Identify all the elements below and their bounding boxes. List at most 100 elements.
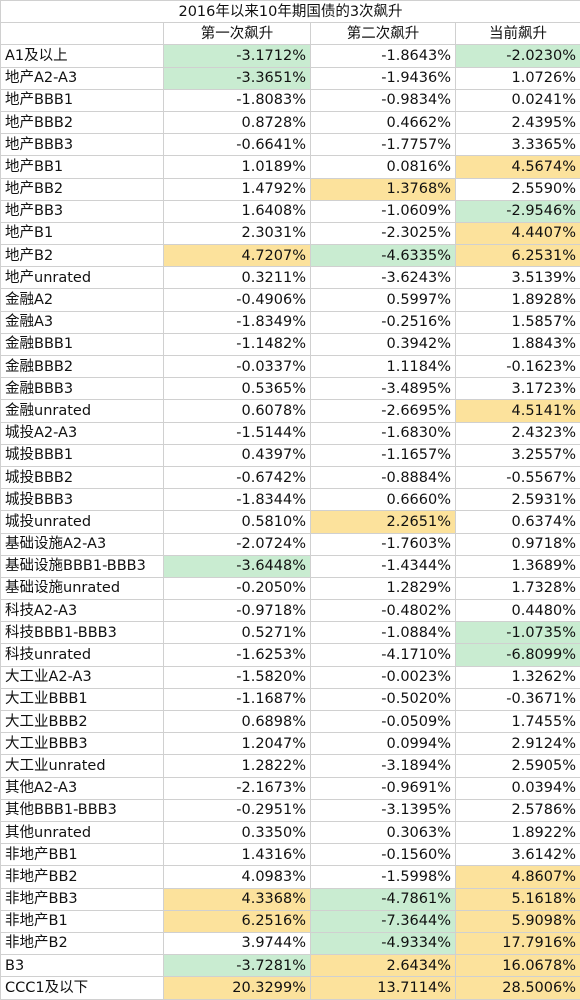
- value-cell: 4.5141%: [454, 399, 580, 423]
- value-cell: 2.5786%: [454, 798, 580, 822]
- value-cell: -2.1673%: [163, 776, 311, 800]
- table-row: 地产BBB3 -0.6641% -1.7757% 3.3365%: [0, 133, 580, 157]
- row-label: 非地产B1: [0, 909, 164, 933]
- table-row: 大工业unrated 1.2822% -3.1894% 2.5905%: [0, 754, 580, 778]
- value-cell: 0.5271%: [163, 621, 311, 645]
- table-row: 金融BBB3 0.5365% -3.4895% 3.1723%: [0, 377, 580, 401]
- value-cell: 0.3211%: [163, 266, 311, 290]
- value-cell: 0.8728%: [163, 110, 311, 135]
- value-cell: -0.4802%: [310, 599, 456, 623]
- row-label: 大工业A2-A3: [0, 665, 164, 689]
- row-label: 城投unrated: [0, 510, 164, 534]
- row-label: 其他BBB1-BBB3: [0, 798, 164, 822]
- value-cell: 0.4662%: [310, 110, 456, 135]
- table-row: 其他unrated 0.3350% 0.3063% 1.8922%: [0, 820, 580, 845]
- value-cell: 1.0726%: [454, 66, 580, 90]
- value-cell: 0.0241%: [454, 88, 580, 112]
- table-row: 非地产BB2 4.0983% -1.5998% 4.8607%: [0, 865, 580, 889]
- value-cell: 0.3942%: [310, 332, 456, 357]
- value-cell: -0.2516%: [310, 310, 456, 334]
- value-cell: 0.6374%: [454, 510, 580, 534]
- table-row: 地产BBB1 -1.8083% -0.9834% 0.0241%: [0, 88, 580, 112]
- value-cell: 2.4395%: [454, 110, 580, 135]
- value-cell: 1.1184%: [310, 354, 456, 379]
- row-label: CCC1及以下: [0, 976, 164, 1000]
- value-cell: 3.1723%: [454, 377, 580, 401]
- value-cell: 3.6142%: [454, 843, 580, 867]
- table-row: 地产BB1 1.0189% 0.0816% 4.5674%: [0, 155, 580, 179]
- value-cell: 4.0983%: [163, 865, 311, 889]
- table-row: 非地产B1 6.2516% -7.3644% 5.9098%: [0, 909, 580, 933]
- value-cell: 0.6078%: [163, 399, 311, 423]
- table-title: 2016年以来10年期国债的3次飙升: [0, 0, 580, 24]
- row-label: 非地产BB2: [0, 865, 164, 889]
- table-row: 科技A2-A3 -0.9718% -0.4802% 0.4480%: [0, 599, 580, 623]
- table-row: 城投unrated 0.5810% 2.2651% 0.6374%: [0, 510, 580, 534]
- value-cell: -0.2050%: [163, 576, 311, 601]
- row-label: 城投BBB1: [0, 443, 164, 467]
- row-label: 其他unrated: [0, 820, 164, 845]
- value-cell: 5.9098%: [454, 909, 580, 933]
- value-cell: 0.0816%: [310, 155, 456, 179]
- table-row: 科技unrated -1.6253% -4.1710% -6.8099%: [0, 643, 580, 667]
- row-label: B3: [0, 954, 164, 978]
- value-cell: -3.1712%: [163, 44, 311, 68]
- value-cell: -0.9834%: [310, 88, 456, 112]
- column-header: 第一次飙升: [163, 22, 311, 46]
- value-cell: 1.7328%: [454, 576, 580, 601]
- row-label: 大工业BBB3: [0, 732, 164, 756]
- value-cell: -4.9334%: [310, 931, 456, 956]
- value-cell: 1.4316%: [163, 843, 311, 867]
- value-cell: -0.5020%: [310, 687, 456, 712]
- table-row: 非地产BB3 4.3368% -4.7861% 5.1618%: [0, 887, 580, 911]
- table-row: 地产BBB2 0.8728% 0.4662% 2.4395%: [0, 110, 580, 135]
- row-label: 金融A3: [0, 310, 164, 334]
- table-row: 地产BB3 1.6408% -1.0609% -2.9546%: [0, 199, 580, 223]
- value-cell: -1.1657%: [310, 443, 456, 467]
- table-row: 科技BBB1-BBB3 0.5271% -1.0884% -1.0735%: [0, 621, 580, 645]
- table-row: 地产A2-A3 -3.3651% -1.9436% 1.0726%: [0, 66, 580, 90]
- table-row: 其他BBB1-BBB3 -0.2951% -3.1395% 2.5786%: [0, 798, 580, 822]
- value-cell: -2.0230%: [454, 44, 580, 68]
- value-cell: -4.6335%: [310, 244, 456, 268]
- value-cell: 1.6408%: [163, 199, 311, 223]
- value-cell: -1.5144%: [163, 421, 311, 445]
- value-cell: 0.4480%: [454, 599, 580, 623]
- value-cell: 0.5810%: [163, 510, 311, 534]
- row-label: 其他A2-A3: [0, 776, 164, 800]
- row-label: 城投A2-A3: [0, 421, 164, 445]
- row-label: 地产unrated: [0, 266, 164, 290]
- table-row: 金融A3 -1.8349% -0.2516% 1.5857%: [0, 310, 580, 334]
- value-cell: 0.6898%: [163, 709, 311, 734]
- value-cell: -0.3671%: [454, 687, 580, 712]
- table-row: 其他A2-A3 -2.1673% -0.9691% 0.0394%: [0, 776, 580, 800]
- value-cell: 1.8922%: [454, 820, 580, 845]
- value-cell: -0.2951%: [163, 798, 311, 822]
- row-label: 金融BBB2: [0, 354, 164, 379]
- value-cell: 3.9744%: [163, 931, 311, 956]
- table-row: 城投BBB1 0.4397% -1.1657% 3.2557%: [0, 443, 580, 467]
- value-cell: -2.9546%: [454, 199, 580, 223]
- value-cell: 2.9124%: [454, 732, 580, 756]
- value-cell: -1.8083%: [163, 88, 311, 112]
- value-cell: 3.3365%: [454, 133, 580, 157]
- value-cell: -1.8349%: [163, 310, 311, 334]
- header-row: 第一次飙升 第二次飙升 当前飙升: [0, 22, 580, 46]
- value-cell: 2.5931%: [454, 488, 580, 512]
- value-cell: -6.8099%: [454, 643, 580, 667]
- row-label: 地产B2: [0, 244, 164, 268]
- value-cell: -0.9691%: [310, 776, 456, 800]
- table-row: 地产BB2 1.4792% 1.3768% 2.5590%: [0, 177, 580, 201]
- row-label: 基础设施BBB1-BBB3: [0, 554, 164, 578]
- value-cell: -0.1560%: [310, 843, 456, 867]
- table-row: 城投A2-A3 -1.5144% -1.6830% 2.4323%: [0, 421, 580, 445]
- value-cell: 3.5139%: [454, 266, 580, 290]
- value-cell: 4.4407%: [454, 221, 580, 246]
- row-label: 金融A2: [0, 288, 164, 312]
- value-cell: -3.4895%: [310, 377, 456, 401]
- row-label: 金融BBB3: [0, 377, 164, 401]
- value-cell: -1.5998%: [310, 865, 456, 889]
- value-cell: 6.2531%: [454, 244, 580, 268]
- row-label: 地产BBB3: [0, 133, 164, 157]
